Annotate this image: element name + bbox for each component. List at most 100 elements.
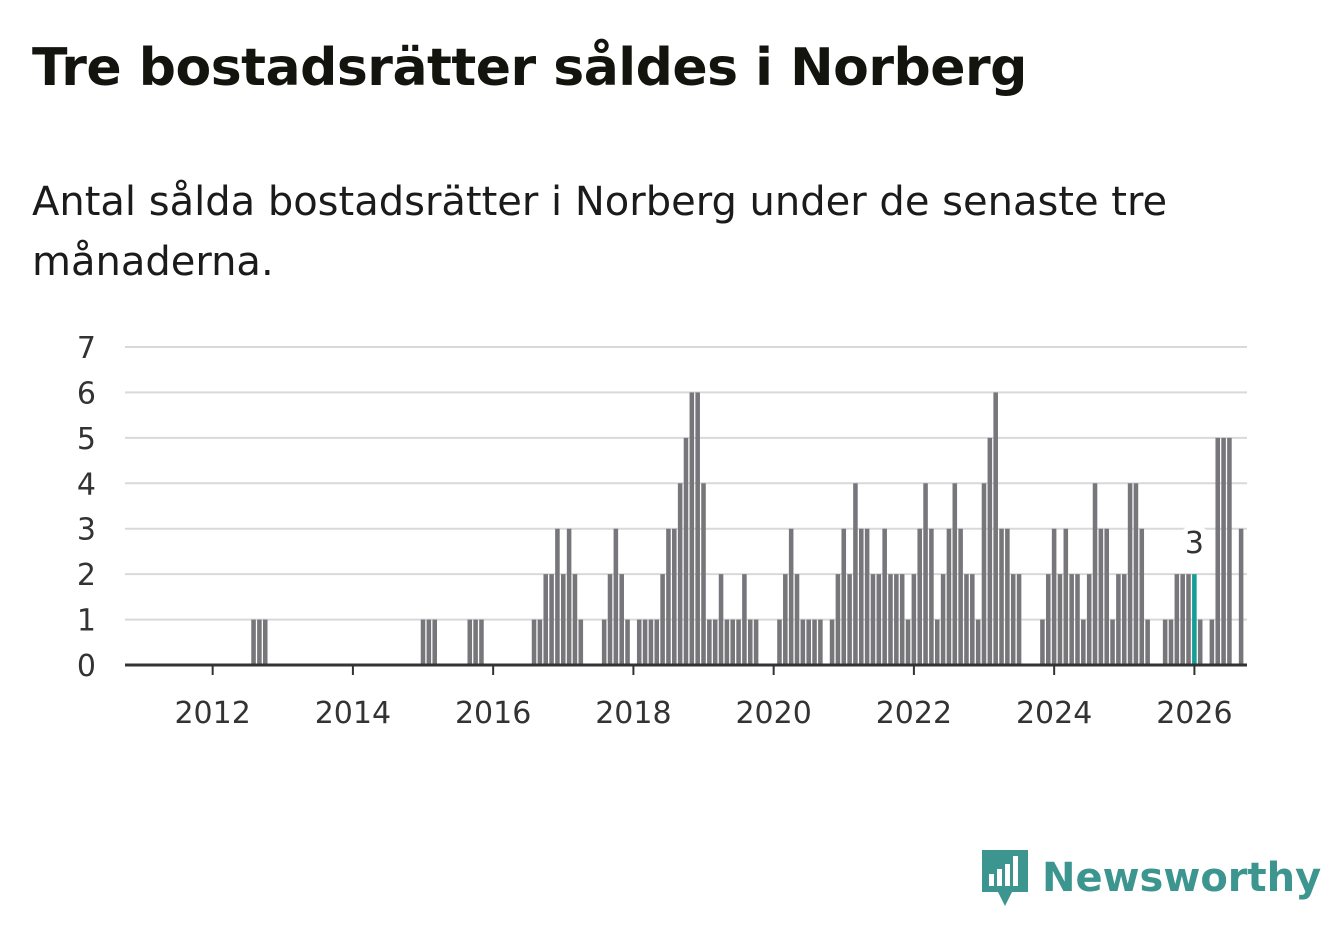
chart-title: Tre bostadsrätter såldes i Norberg xyxy=(32,38,1027,98)
bar xyxy=(1221,437,1226,665)
bar-chart-speech-bubble-icon xyxy=(982,850,1028,906)
bar xyxy=(1174,574,1180,665)
bar xyxy=(1139,528,1145,665)
bar xyxy=(783,574,788,665)
x-tick-label: 2024 xyxy=(1016,696,1092,731)
y-tick-label: 1 xyxy=(77,604,96,639)
bar xyxy=(958,528,963,665)
bar xyxy=(689,392,695,665)
bar xyxy=(473,619,478,665)
bar xyxy=(420,619,426,665)
bar xyxy=(794,574,800,665)
y-tick-label: 0 xyxy=(77,649,96,684)
bar xyxy=(981,483,987,665)
bar xyxy=(788,528,794,665)
bar xyxy=(870,574,876,665)
bar xyxy=(625,619,630,665)
bar xyxy=(566,528,572,665)
bar xyxy=(531,619,537,665)
bar xyxy=(712,619,718,665)
x-tick-label: 2018 xyxy=(595,696,671,731)
bar xyxy=(613,528,619,665)
bar xyxy=(479,619,484,665)
bar xyxy=(257,619,262,665)
bar xyxy=(642,619,648,665)
bar-chart: 0 1 2 3 4 5 6 7 2012 2014 2016 2018 2020 2022 2024 2026… xyxy=(77,331,1247,731)
bar xyxy=(742,574,747,665)
bar xyxy=(724,619,730,665)
bar xyxy=(747,619,753,665)
bar xyxy=(1051,528,1057,665)
y-tick-label: 4 xyxy=(77,467,96,502)
bar xyxy=(970,574,975,665)
bar xyxy=(262,619,268,665)
bar xyxy=(1063,528,1069,665)
bar xyxy=(549,574,554,665)
bar xyxy=(993,392,998,665)
bar xyxy=(607,574,613,665)
bar xyxy=(1005,528,1010,665)
bar xyxy=(1010,574,1016,665)
bar xyxy=(940,574,946,665)
bar xyxy=(946,528,952,665)
bar xyxy=(1081,619,1086,665)
bar xyxy=(1145,619,1150,665)
bar xyxy=(707,619,712,665)
y-tick-label: 5 xyxy=(77,422,96,457)
highlight-bar xyxy=(1192,574,1197,665)
bar xyxy=(894,574,899,665)
bar xyxy=(1086,574,1092,665)
bar xyxy=(1075,574,1080,665)
bar xyxy=(1016,574,1022,665)
bar xyxy=(964,574,969,665)
bar xyxy=(934,619,940,665)
x-tick-label: 2022 xyxy=(876,696,952,731)
bar xyxy=(467,619,473,665)
bar xyxy=(1104,528,1109,665)
brand-name: Newsworthy xyxy=(1042,855,1322,901)
bar xyxy=(917,528,922,665)
bar xyxy=(654,619,660,665)
bar xyxy=(578,619,584,665)
bar xyxy=(929,528,934,665)
bar xyxy=(812,619,817,665)
bar xyxy=(829,619,835,665)
bar xyxy=(695,392,700,665)
x-tick-label: 2020 xyxy=(735,696,811,731)
bar xyxy=(736,619,741,665)
bar xyxy=(911,574,917,665)
bar xyxy=(818,619,823,665)
bar xyxy=(672,528,677,665)
bar xyxy=(1197,619,1203,665)
bar xyxy=(847,574,852,665)
bar xyxy=(660,574,665,665)
bar xyxy=(543,574,549,665)
bar xyxy=(835,574,841,665)
bar xyxy=(1069,574,1074,665)
bar xyxy=(1168,619,1174,665)
bar xyxy=(555,528,560,665)
bar xyxy=(800,619,806,665)
bar xyxy=(1045,574,1051,665)
y-tick-label: 6 xyxy=(77,376,96,411)
bar xyxy=(888,574,893,665)
bar xyxy=(987,437,993,665)
data-label-background xyxy=(1177,525,1212,560)
bar xyxy=(537,619,543,665)
bar xyxy=(853,483,858,665)
bar xyxy=(718,574,724,665)
bar xyxy=(1180,574,1185,665)
bar xyxy=(905,619,911,665)
bar xyxy=(1186,574,1191,665)
bar xyxy=(806,619,811,665)
bar xyxy=(432,619,437,665)
x-tick-label: 2016 xyxy=(455,696,531,731)
bar xyxy=(1110,619,1115,665)
bar xyxy=(899,574,905,665)
x-tick-label: 2026 xyxy=(1156,696,1232,731)
bar xyxy=(1215,437,1221,665)
bar xyxy=(1116,574,1121,665)
bar xyxy=(841,528,847,665)
bar xyxy=(1162,619,1168,665)
bar xyxy=(1098,528,1104,665)
